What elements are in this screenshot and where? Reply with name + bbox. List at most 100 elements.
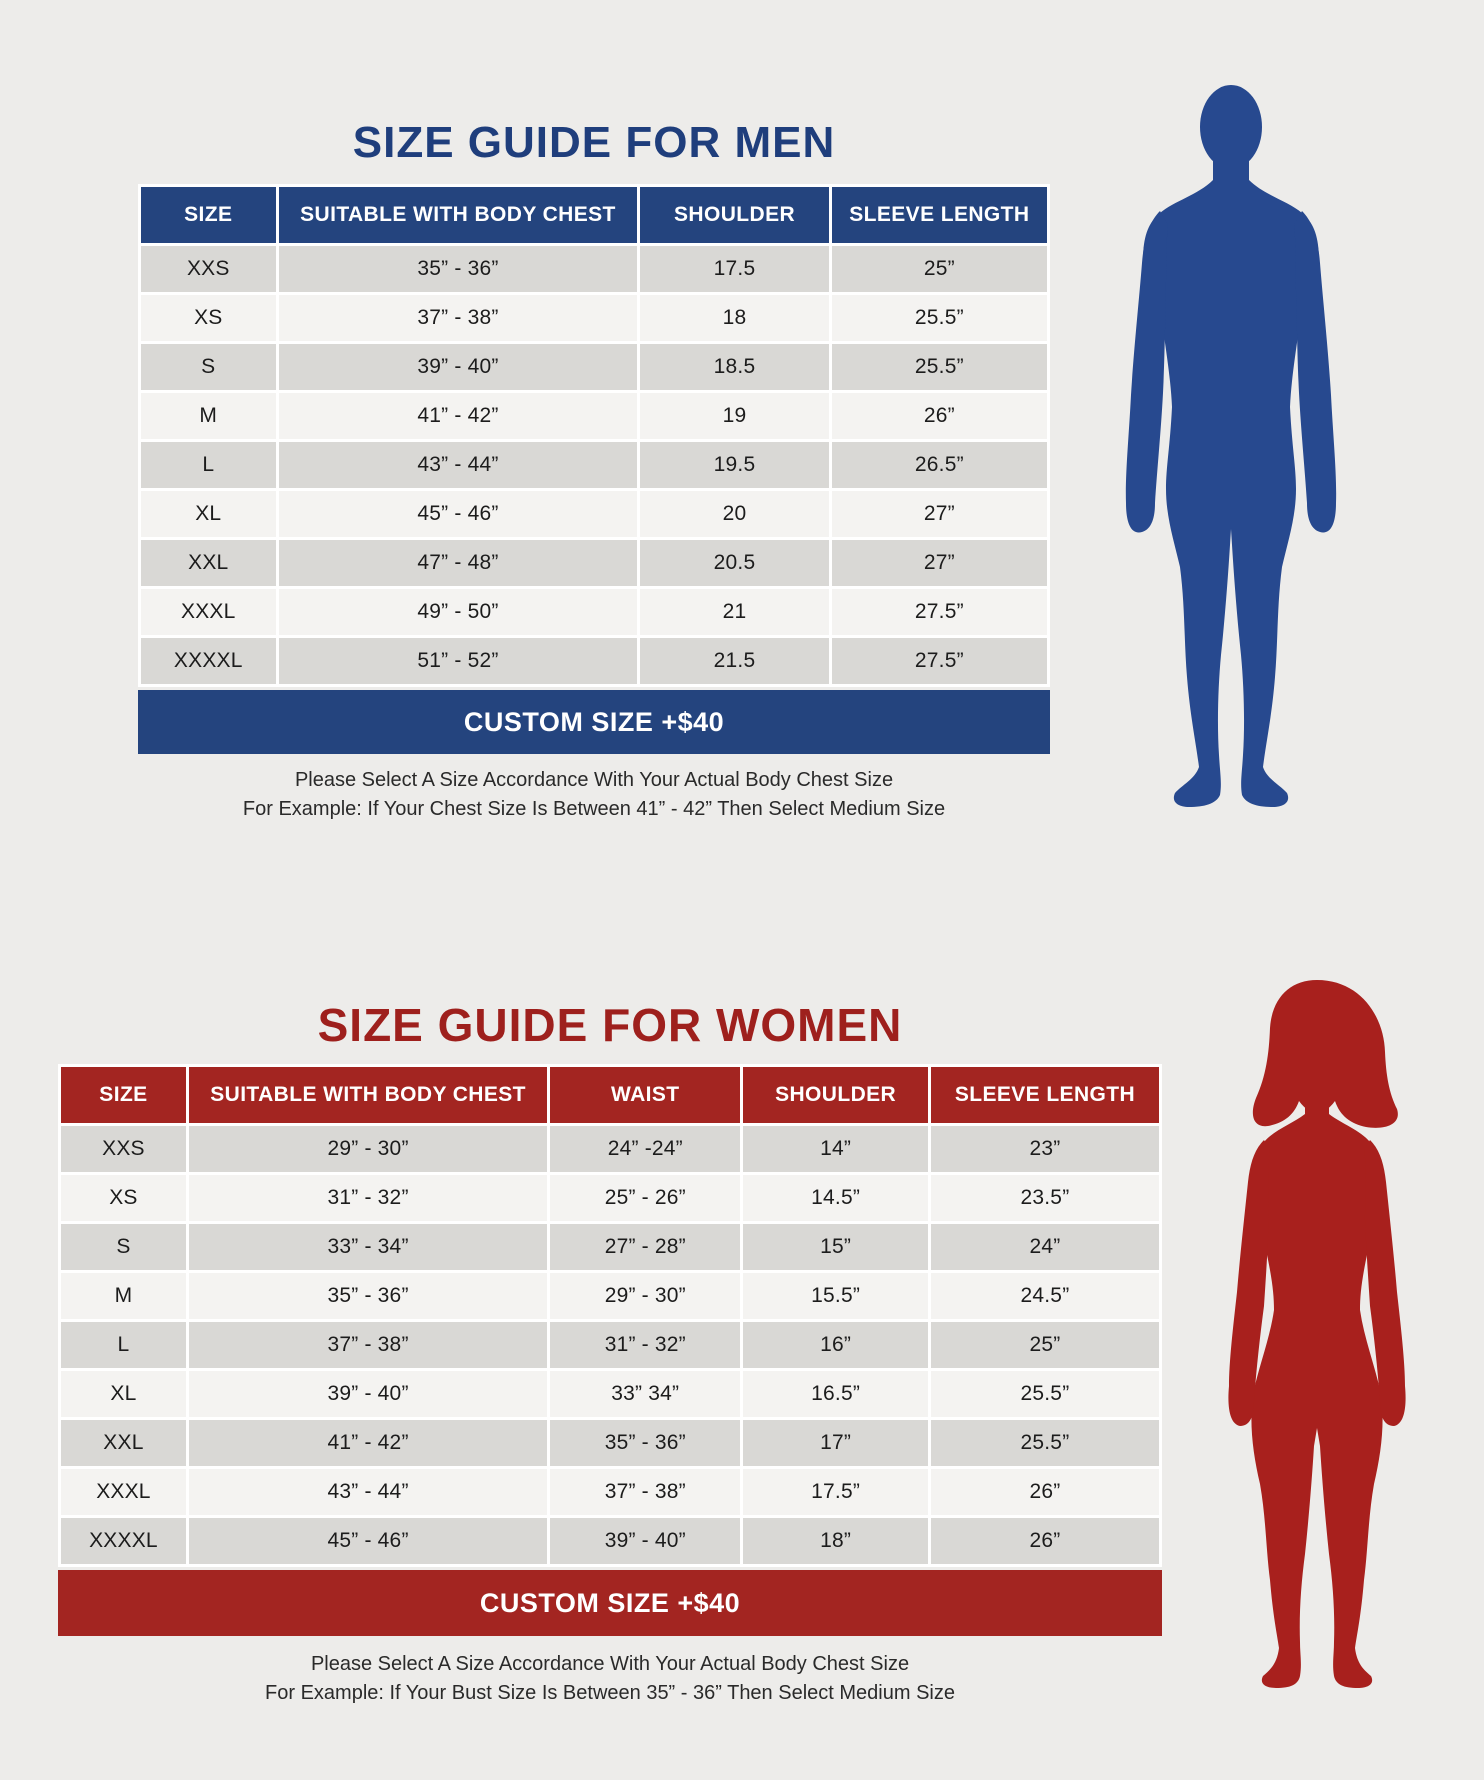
table-cell: 33” - 34” xyxy=(188,1224,548,1270)
men-page-title: SIZE GUIDE FOR MEN xyxy=(352,118,836,167)
table-cell: XXS xyxy=(61,1126,186,1172)
table-cell: 17.5” xyxy=(743,1469,928,1515)
table-cell: 27.5” xyxy=(831,638,1047,684)
table-cell: 14.5” xyxy=(743,1175,928,1221)
table-row: XXXL 43” - 44” 37” - 38” 17.5” 26” xyxy=(61,1469,1159,1515)
table-cell: 20.5 xyxy=(640,540,829,586)
man-left-arm xyxy=(1125,211,1168,533)
table-row: M 35” - 36” 29” - 30” 15.5” 24.5” xyxy=(61,1273,1159,1319)
table-cell: 35” - 36” xyxy=(188,1273,548,1319)
table-row: XL 39” - 40” 33” 34” 16.5” 25.5” xyxy=(61,1371,1159,1417)
table-cell: 17” xyxy=(743,1420,928,1466)
table-cell: 26” xyxy=(831,393,1047,439)
table-cell: 24.5” xyxy=(930,1273,1159,1319)
table-cell: 15.5” xyxy=(743,1273,928,1319)
table-cell: XS xyxy=(141,295,276,341)
table-cell: 25.5” xyxy=(831,344,1047,390)
table-cell: 25.5” xyxy=(930,1371,1159,1417)
header-cell: SHOULDER xyxy=(743,1067,928,1123)
table-cell: 25.5” xyxy=(930,1420,1159,1466)
table-cell: 31” - 32” xyxy=(550,1322,741,1368)
table-row: XXS 35” - 36” 17.5 25” xyxy=(141,246,1047,292)
table-cell: XXXL xyxy=(141,589,276,635)
table-cell: 39” - 40” xyxy=(278,344,638,390)
table-row: L 37” - 38” 31” - 32” 16” 25” xyxy=(61,1322,1159,1368)
table-cell: S xyxy=(61,1224,186,1270)
men-note-line-1: Please Select A Size Accordance With You… xyxy=(294,769,894,791)
table-cell: 39” - 40” xyxy=(188,1371,548,1417)
header-cell: SUITABLE WITH BODY CHEST xyxy=(278,187,638,243)
header-cell: SLEEVE LENGTH xyxy=(831,187,1047,243)
table-row: XXXXL 45” - 46” 39” - 40” 18” 26” xyxy=(61,1518,1159,1564)
woman-hair-head xyxy=(1252,980,1398,1128)
header-cell: SHOULDER xyxy=(640,187,829,243)
table-cell: 41” - 42” xyxy=(278,393,638,439)
men-custom-size-banner: CUSTOM SIZE +$40 xyxy=(138,690,1050,754)
table-row: M 41” - 42” 19 26” xyxy=(141,393,1047,439)
table-cell: 23.5” xyxy=(930,1175,1159,1221)
table-cell: 25” xyxy=(831,246,1047,292)
table-cell: 47” - 48” xyxy=(278,540,638,586)
table-row: XS 31” - 32” 25” - 26” 14.5” 23.5” xyxy=(61,1175,1159,1221)
table-cell: 19.5 xyxy=(640,442,829,488)
table-cell: 21.5 xyxy=(640,638,829,684)
table-cell: 18 xyxy=(640,295,829,341)
table-cell: 17.5 xyxy=(640,246,829,292)
header-cell: SUITABLE WITH BODY CHEST xyxy=(188,1067,548,1123)
table-cell: XS xyxy=(61,1175,186,1221)
table-cell: 35” - 36” xyxy=(278,246,638,292)
men-note-line-2: For Example: If Your Chest Size Is Betwe… xyxy=(242,798,946,820)
table-cell: XXS xyxy=(141,246,276,292)
table-cell: 24” -24” xyxy=(550,1126,741,1172)
table-cell: 29” - 30” xyxy=(550,1273,741,1319)
women-custom-size-banner: CUSTOM SIZE +$40 xyxy=(58,1570,1162,1636)
women-size-notes: Please Select A Size Accordance With You… xyxy=(58,1650,1162,1708)
header-cell: WAIST xyxy=(550,1067,741,1123)
table-cell: 25” - 26” xyxy=(550,1175,741,1221)
man-silhouette xyxy=(1125,85,1337,807)
table-cell: 31” - 32” xyxy=(188,1175,548,1221)
table-cell: 15” xyxy=(743,1224,928,1270)
table-cell: 33” 34” xyxy=(550,1371,741,1417)
table-cell: XXXXL xyxy=(61,1518,186,1564)
table-cell: 26” xyxy=(930,1518,1159,1564)
table-cell: 39” - 40” xyxy=(550,1518,741,1564)
table-row: XXXXL 51” - 52” 21.5 27.5” xyxy=(141,638,1047,684)
women-note-line-2: For Example: If Your Bust Size Is Betwee… xyxy=(265,1682,955,1704)
table-row: XS 37” - 38” 18 25.5” xyxy=(141,295,1047,341)
table-cell: 24” xyxy=(930,1224,1159,1270)
table-row: L 43” - 44” 19.5 26.5” xyxy=(141,442,1047,488)
table-cell: 29” - 30” xyxy=(188,1126,548,1172)
table-cell: 19 xyxy=(640,393,829,439)
man-right-arm xyxy=(1294,211,1337,533)
header-cell: SIZE xyxy=(61,1067,186,1123)
women-note-line-1: Please Select A Size Accordance With You… xyxy=(310,1653,910,1675)
table-cell: 18” xyxy=(743,1518,928,1564)
table-cell: XXL xyxy=(61,1420,186,1466)
table-cell: 41” - 42” xyxy=(188,1420,548,1466)
table-cell: 21 xyxy=(640,589,829,635)
table-cell: 45” - 46” xyxy=(278,491,638,537)
table-cell: M xyxy=(141,393,276,439)
table-cell: 27” xyxy=(831,491,1047,537)
table-cell: L xyxy=(61,1322,186,1368)
table-cell: 37” - 38” xyxy=(550,1469,741,1515)
table-cell: 27” - 28” xyxy=(550,1224,741,1270)
table-cell: L xyxy=(141,442,276,488)
header-row: SIZE SUITABLE WITH BODY CHEST SHOULDER SLEE… xyxy=(141,187,1047,243)
men-size-notes: Please Select A Size Accordance With You… xyxy=(138,766,1050,824)
women-size-table: SIZE SUITABLE WITH BODY CHEST WAIST SHOULDE… xyxy=(58,1064,1162,1567)
table-row: XXL 47” - 48” 20.5 27” xyxy=(141,540,1047,586)
table-cell: 43” - 44” xyxy=(278,442,638,488)
table-row: S 33” - 34” 27” - 28” 15” 24” xyxy=(61,1224,1159,1270)
men-size-table: SIZE SUITABLE WITH BODY CHEST SHOULDER SLEE… xyxy=(138,184,1050,687)
women-page-title: SIZE GUIDE FOR WOMEN xyxy=(317,999,903,1051)
header-cell: SIZE xyxy=(141,187,276,243)
table-cell: XXXXL xyxy=(141,638,276,684)
table-row: S 39” - 40” 18.5 25.5” xyxy=(141,344,1047,390)
woman-silhouette xyxy=(1228,980,1406,1688)
table-cell: XL xyxy=(141,491,276,537)
table-cell: XL xyxy=(61,1371,186,1417)
woman-right-arm xyxy=(1364,1140,1406,1426)
